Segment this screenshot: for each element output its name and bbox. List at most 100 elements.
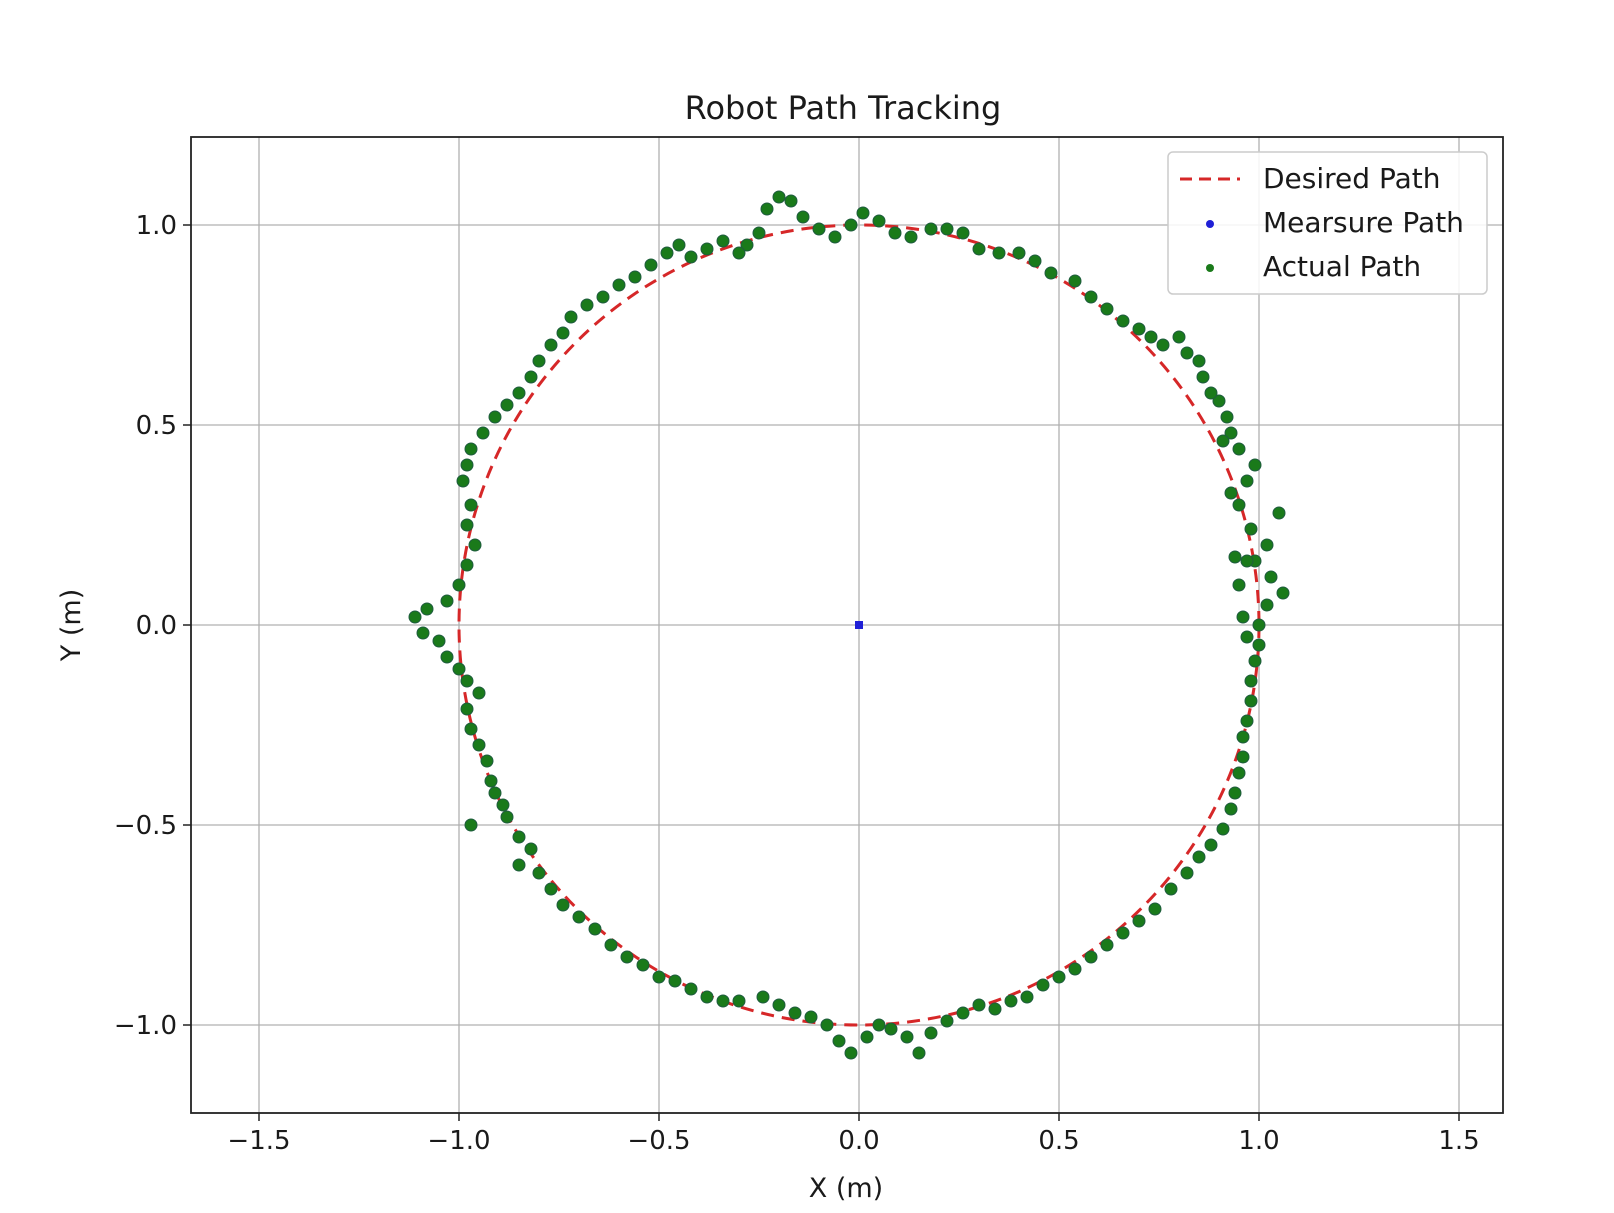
actual-path-point (788, 1006, 802, 1020)
actual-path-point (484, 774, 498, 788)
actual-path-point (940, 1014, 954, 1028)
actual-path-point (1204, 838, 1218, 852)
actual-path-point (924, 222, 938, 236)
actual-path-point (1196, 370, 1210, 384)
actual-path-point (452, 662, 466, 676)
actual-path-point (940, 222, 954, 236)
actual-path-point (844, 1046, 858, 1060)
legend-measure-path-label: Mearsure Path (1263, 206, 1464, 239)
x-tick-label: −1.5 (227, 1126, 290, 1156)
actual-path-point (1240, 714, 1254, 728)
actual-path-point (1036, 978, 1050, 992)
x-tick-label: −0.5 (627, 1126, 690, 1156)
x-tick-label: 1.5 (1438, 1126, 1479, 1156)
actual-path-point (468, 538, 482, 552)
actual-path-point (464, 442, 478, 456)
x-tick-label: 1.0 (1238, 1126, 1279, 1156)
actual-path-point (1084, 290, 1098, 304)
actual-path-point (1100, 938, 1114, 952)
actual-path-point (972, 998, 986, 1012)
actual-path-point (1232, 578, 1246, 592)
x-tick-label: 0.5 (1038, 1126, 1079, 1156)
actual-path-point (856, 206, 870, 220)
actual-path-point (684, 982, 698, 996)
actual-path-point (804, 1010, 818, 1024)
actual-path-point (460, 518, 474, 532)
actual-path-point (884, 1022, 898, 1036)
actual-path-point (1116, 926, 1130, 940)
actual-path-point (732, 246, 746, 260)
y-tick-label: 0.5 (136, 411, 177, 441)
actual-path-point (460, 674, 474, 688)
actual-path-point (464, 722, 478, 736)
actual-path-point (604, 938, 618, 952)
actual-path-point (1148, 902, 1162, 916)
actual-path-point (464, 498, 478, 512)
actual-path-point (1232, 498, 1246, 512)
actual-path-point (1164, 882, 1178, 896)
actual-path-point (860, 1030, 874, 1044)
actual-path-point (500, 810, 514, 824)
actual-path-point (700, 242, 714, 256)
actual-path-point (1228, 786, 1242, 800)
actual-path-point (488, 410, 502, 424)
actual-path-point (1260, 538, 1274, 552)
measure-path-point (855, 621, 863, 629)
legend-actual-path-label: Actual Path (1263, 250, 1421, 283)
actual-path-point (1216, 822, 1230, 836)
actual-path-point (1244, 522, 1258, 536)
actual-path-point (1224, 802, 1238, 816)
chart-title: Robot Path Tracking (685, 89, 1002, 127)
actual-path-point (580, 298, 594, 312)
y-tick-label: −0.5 (114, 811, 177, 841)
actual-path-point (740, 238, 754, 252)
actual-path-point (620, 950, 634, 964)
measure-path-layer (855, 621, 863, 629)
actual-path-point (644, 258, 658, 272)
actual-path-point (1180, 346, 1194, 360)
actual-path-point (1240, 630, 1254, 644)
actual-path-point (756, 990, 770, 1004)
actual-path-point (1192, 354, 1206, 368)
actual-path-point (912, 1046, 926, 1060)
actual-path-point (1004, 994, 1018, 1008)
actual-path-point (1236, 750, 1250, 764)
actual-path-point (716, 234, 730, 248)
actual-path-point (1248, 458, 1262, 472)
actual-path-point (1232, 766, 1246, 780)
x-tick-label: 0.0 (838, 1126, 879, 1156)
actual-path-point (1044, 266, 1058, 280)
actual-path-point (888, 226, 902, 240)
actual-path-point (556, 898, 570, 912)
actual-path-point (456, 474, 470, 488)
actual-path-point (668, 974, 682, 988)
actual-path-point (1216, 434, 1230, 448)
actual-path-point (1228, 550, 1242, 564)
actual-path-point (904, 230, 918, 244)
actual-path-point (872, 214, 886, 228)
actual-path-point (488, 786, 502, 800)
actual-path-point (1244, 694, 1258, 708)
actual-path-point (1244, 674, 1258, 688)
actual-path-point (1132, 322, 1146, 336)
actual-path-point (1224, 486, 1238, 500)
actual-path-point (556, 326, 570, 340)
actual-path-point (812, 222, 826, 236)
actual-path-point (1084, 950, 1098, 964)
actual-path-point (496, 798, 510, 812)
x-axis-label: X (m) (809, 1173, 883, 1204)
actual-path-point (1220, 410, 1234, 424)
actual-path-point (796, 210, 810, 224)
legend-actual-path-swatch (1206, 264, 1214, 272)
actual-path-point (440, 650, 454, 664)
actual-path-point (1276, 586, 1290, 600)
actual-path-point (440, 594, 454, 608)
actual-path-layer (408, 190, 1290, 1060)
actual-path-point (464, 818, 478, 832)
actual-path-point (1180, 866, 1194, 880)
actual-path-point (512, 830, 526, 844)
actual-path-point (588, 922, 602, 936)
actual-path-point (1028, 254, 1042, 268)
actual-path-point (760, 202, 774, 216)
